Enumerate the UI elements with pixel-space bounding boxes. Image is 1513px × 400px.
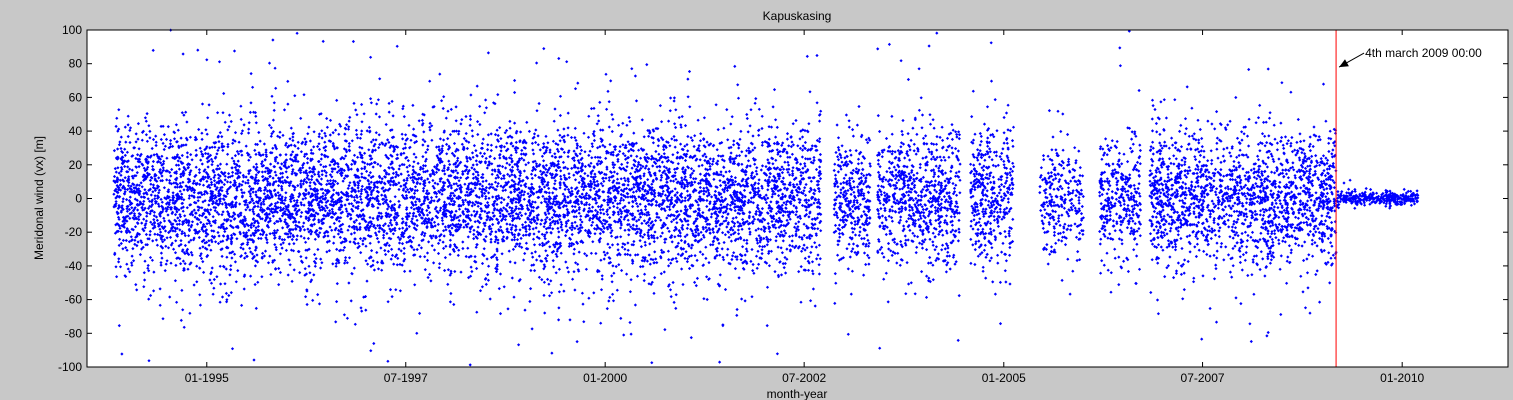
y-tick-label: -40	[65, 259, 83, 273]
y-tick-label: 40	[69, 124, 83, 138]
y-tick-label: -20	[65, 225, 83, 239]
y-tick-label: 20	[69, 158, 83, 172]
annotation-text: 4th march 2009 00:00	[1365, 46, 1482, 60]
x-axis-label: month-year	[767, 387, 828, 400]
x-tick-label: 07-1997	[384, 371, 428, 385]
y-tick-label: -100	[58, 360, 82, 374]
x-tick-label: 01-2000	[583, 371, 627, 385]
y-axis: -100 -80 -60 -40 -20 0 20 40 60 80 100	[58, 23, 1508, 374]
x-tick-label: 07-2002	[782, 371, 826, 385]
scatter-segment-7	[1334, 178, 1420, 210]
chart-title: Kapuskasing	[763, 9, 832, 23]
scatter-segment-3	[969, 41, 1016, 326]
y-tick-label: 0	[75, 192, 82, 206]
x-axis: 01-1995 07-1997 01-2000 07-2002 01-2005 07-20…	[185, 30, 1425, 385]
y-tick-label: 100	[62, 23, 82, 37]
y-tick-label: 60	[69, 90, 83, 104]
x-tick-label: 01-2005	[982, 371, 1026, 385]
scatter-segment-5	[1098, 29, 1143, 294]
scatter-points	[112, 28, 1420, 367]
scatter-segment-4	[1038, 109, 1085, 296]
annotation: 4th march 2009 00:00	[1338, 46, 1482, 68]
y-tick-label: 80	[69, 57, 83, 71]
y-tick-label: -60	[65, 293, 83, 307]
x-tick-label: 01-2010	[1380, 371, 1424, 385]
scatter-segment-1	[832, 104, 872, 336]
y-axis-label: Meridonal wind (vx) [m]	[32, 136, 46, 260]
scatter-segment-6	[1148, 67, 1338, 344]
x-tick-label: 07-2007	[1181, 371, 1225, 385]
x-tick-label: 01-1995	[185, 371, 229, 385]
annotation-arrowhead	[1339, 59, 1349, 68]
y-tick-label: -80	[65, 326, 83, 340]
